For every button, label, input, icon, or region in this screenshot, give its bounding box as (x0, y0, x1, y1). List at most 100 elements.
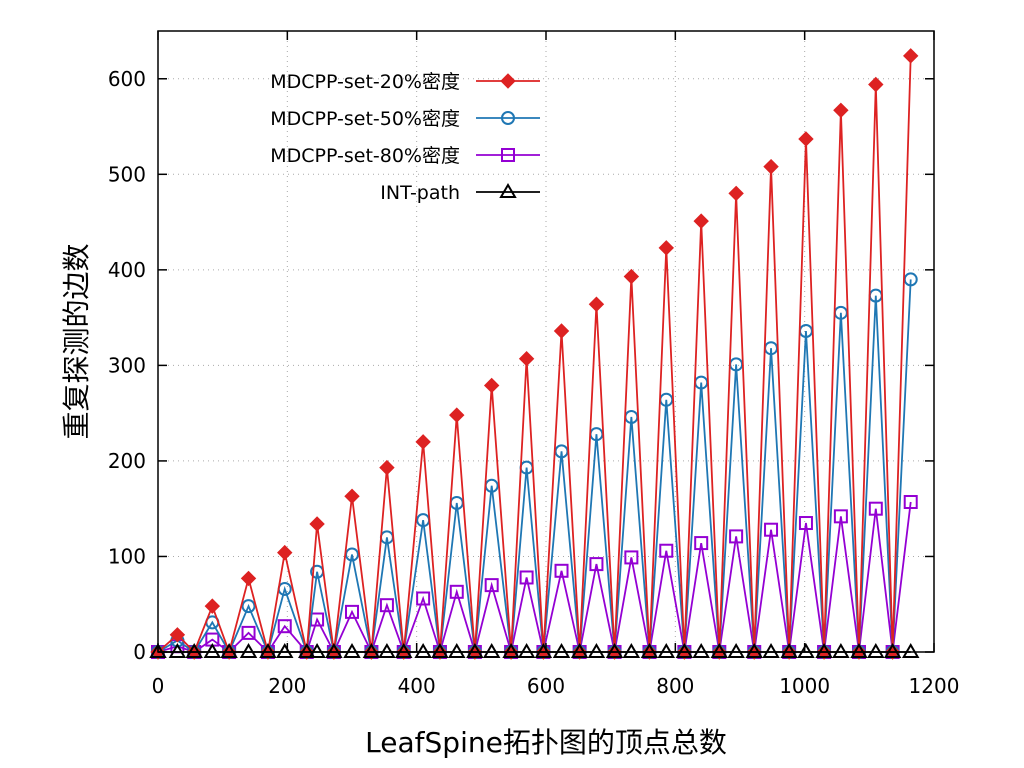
data-point (553, 323, 570, 339)
data-point (640, 643, 659, 658)
data-point (379, 459, 395, 476)
data-point (658, 240, 674, 256)
legend-marker (501, 111, 515, 125)
data-point (484, 578, 499, 593)
data-point (729, 529, 744, 544)
x-axis-label: LeafSpine拓扑图的顶点总数 (365, 726, 727, 759)
legend-label: INT-path (380, 182, 460, 204)
data-point (745, 643, 763, 658)
data-point (277, 619, 292, 634)
y-tick-label: 200 (108, 449, 146, 473)
data-point (414, 643, 432, 658)
data-point (587, 643, 606, 658)
data-point (570, 643, 589, 658)
data-point (379, 598, 394, 613)
data-point (763, 158, 779, 175)
data-point (297, 643, 316, 658)
x-tick-label: 0 (152, 674, 165, 698)
legend-label: MDCPP-set-20%密度 (270, 71, 460, 93)
y-tick-label: 400 (108, 258, 146, 282)
data-point (204, 598, 221, 614)
legend-marker (499, 183, 517, 198)
data-point (832, 643, 850, 658)
data-point (448, 643, 466, 658)
data-point (239, 643, 258, 658)
series-line (157, 279, 912, 655)
data-point (378, 643, 396, 658)
data-point (850, 643, 868, 658)
y-axis-label: 重复探测的边数 (60, 243, 93, 439)
data-point (415, 434, 431, 450)
data-point (622, 643, 641, 658)
y-tick-label: 0 (133, 640, 146, 664)
data-point (240, 570, 257, 587)
data-point (169, 627, 186, 643)
data-point (764, 522, 779, 537)
data-point (449, 584, 464, 599)
data-point (797, 643, 815, 658)
data-point (867, 643, 885, 658)
data-point (483, 377, 500, 394)
data-point (868, 501, 883, 516)
data-point (449, 407, 465, 423)
data-point (833, 102, 849, 119)
data-point (309, 516, 325, 532)
y-tick-label: 100 (108, 544, 146, 568)
data-point (416, 591, 431, 606)
legend-marker (501, 148, 515, 162)
legend-label: MDCPP-set-80%密度 (270, 145, 460, 167)
data-point (431, 643, 449, 658)
data-point (345, 604, 359, 619)
legend-marker (500, 73, 516, 89)
x-tick-label: 1000 (779, 674, 830, 698)
data-point (554, 563, 569, 578)
data-point (343, 643, 361, 658)
data-point (552, 643, 571, 658)
data-point (241, 625, 256, 640)
legend: MDCPP-set-20%密度 MDCPP-set-50%密度 MDCPP-set-… (270, 71, 540, 204)
data-point (727, 643, 745, 658)
y-tick-label: 500 (108, 162, 146, 186)
series-2 (151, 272, 918, 659)
data-point (482, 643, 501, 658)
data-point (277, 544, 293, 561)
data-point (149, 643, 167, 658)
x-tick-label: 200 (268, 674, 306, 698)
x-tick-label: 1200 (909, 674, 960, 698)
data-point (502, 643, 520, 658)
data-point (517, 643, 536, 658)
data-point (833, 509, 848, 524)
data-point (693, 213, 709, 229)
data-point (588, 296, 605, 312)
legend-label: MDCPP-set-50%密度 (270, 108, 460, 130)
data-point (362, 643, 381, 658)
tick-marks (157, 31, 935, 653)
series-layer (149, 48, 920, 660)
data-point (185, 643, 203, 658)
data-point (466, 643, 484, 658)
data-point (325, 643, 343, 658)
data-point (901, 643, 920, 658)
legend-entry: MDCPP-set-20%密度 (270, 71, 540, 93)
legend-entry: INT-path (380, 182, 540, 204)
data-point (394, 643, 413, 658)
data-point (659, 543, 674, 558)
data-point (276, 643, 294, 658)
data-point (308, 643, 326, 658)
series-line (157, 501, 912, 656)
data-point (168, 643, 187, 658)
data-point (605, 643, 624, 658)
data-point (220, 643, 238, 658)
data-point (868, 76, 884, 93)
data-point (344, 488, 360, 504)
data-point (728, 185, 744, 202)
series-3 (151, 495, 918, 659)
data-point (203, 643, 222, 658)
data-point (623, 268, 640, 285)
data-point (798, 516, 813, 531)
x-tick-label: 600 (527, 674, 565, 698)
series-1 (150, 48, 919, 660)
data-point (798, 131, 814, 147)
x-tick-label: 400 (398, 674, 436, 698)
